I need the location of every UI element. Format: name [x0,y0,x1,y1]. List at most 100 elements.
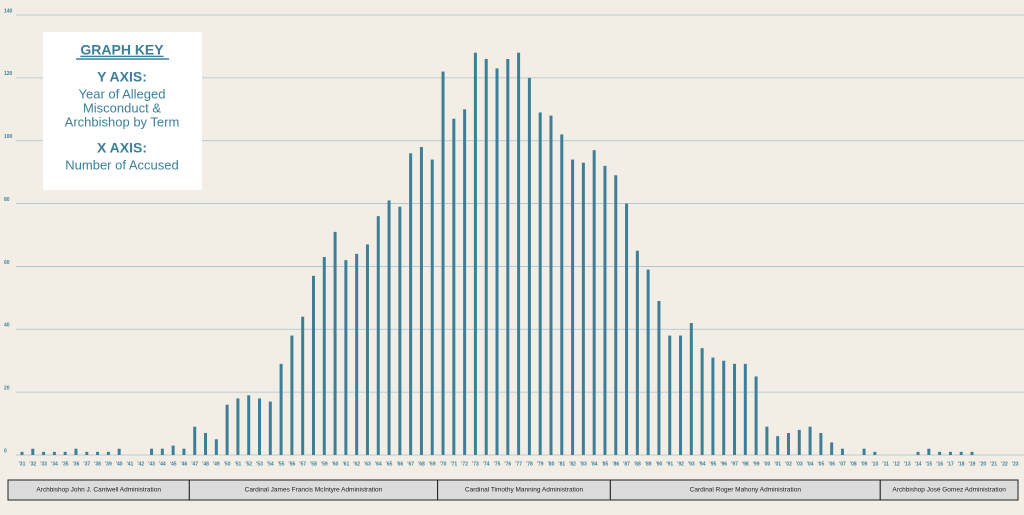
bar [581,162,585,455]
x-tick-label: '99 [753,461,760,467]
x-tick-label: '45 [170,461,177,467]
x-tick-label: '81 [558,461,565,467]
x-tick-label: '03 [796,461,803,467]
x-tick-label: '32 [29,461,36,467]
x-tick-label: '34 [51,461,58,467]
x-tick-label: '38 [94,461,101,467]
bar [916,451,920,455]
bar [409,153,413,456]
y-tick-label: 20 [4,385,10,391]
x-tick-label: '33 [40,461,47,467]
x-tick-label: '56 [289,461,296,467]
bar [938,451,942,455]
administration-label: Cardinal Timothy Manning Administration [465,487,584,494]
x-tick-label: '46 [181,461,188,467]
bar [52,451,56,455]
administration-label: Cardinal Roger Mahony Administration [690,487,802,494]
bar [171,445,175,455]
y-tick-label: 0 [4,448,7,454]
bar [204,433,208,455]
bar [603,165,607,455]
x-tick-label: '14 [915,461,922,467]
key-x-line: Number of Accused [65,157,178,172]
x-tick-label: '22 [1001,461,1008,467]
y-tick-label: 60 [4,260,10,266]
y-tick-label: 80 [4,197,10,203]
bar [689,323,693,455]
bar [20,451,24,455]
x-tick-label: '13 [904,461,911,467]
x-tick-label: '04 [807,461,814,467]
bar [549,115,553,456]
y-tick-label: 100 [4,134,13,140]
bar [808,426,812,455]
bar [635,250,639,455]
bar [290,335,294,455]
x-tick-label: '05 [817,461,824,467]
x-tick-label: '07 [839,461,846,467]
bar [722,360,726,455]
x-tick-label: '40 [116,461,123,467]
bar [473,52,477,455]
bar [646,269,650,455]
bar [247,395,251,455]
bar [948,451,952,455]
x-tick-label: '86 [612,461,619,467]
bar [74,448,78,455]
bar [150,448,154,455]
bar [560,134,564,455]
x-tick-label: '35 [62,461,69,467]
bar [463,109,467,456]
x-tick-label: '59 [321,461,328,467]
bar [268,401,272,455]
bar [193,426,197,455]
bar [117,448,121,455]
x-tick-label: '91 [666,461,673,467]
x-tick-label: '66 [396,461,403,467]
key-y-line: Year of Alleged [79,86,166,101]
bar [765,426,769,455]
bar [538,112,542,455]
bar [236,398,240,455]
bar [484,59,488,455]
x-tick-label: '68 [418,461,425,467]
x-tick-label: '19 [969,461,976,467]
bar [830,442,834,455]
bar [225,404,229,455]
x-tick-label: '09 [861,461,868,467]
x-tick-label: '21 [990,461,997,467]
x-tick-label: '31 [19,461,26,467]
x-tick-label: '20 [979,461,986,467]
x-tick-label: '73 [472,461,479,467]
x-tick-label: '80 [548,461,555,467]
bar [365,244,369,455]
x-tick-label: '11 [882,461,889,467]
graph-key: GRAPH KEY Y AXIS: Year of Alleged Miscon… [43,32,202,190]
bar [160,448,164,455]
bar [333,231,337,455]
x-tick-label: '60 [332,461,339,467]
bar [301,316,305,455]
bar [679,335,683,455]
x-tick-label: '02 [785,461,792,467]
x-tick-label: '17 [947,461,954,467]
x-tick-label: '57 [299,461,306,467]
bar [625,203,629,455]
x-tick-label: '90 [656,461,663,467]
bar [614,175,618,456]
x-tick-label: '49 [213,461,220,467]
x-tick-label: '85 [602,461,609,467]
x-tick-label: '54 [267,461,274,467]
x-tick-label: '47 [191,461,198,467]
x-tick-label: '71 [450,461,457,467]
x-tick-label: '97 [731,461,738,467]
bar [700,348,704,455]
x-tick-label: '36 [73,461,80,467]
x-tick-label: '98 [742,461,749,467]
x-tick-label: '42 [137,461,144,467]
x-tick-label: '75 [494,461,501,467]
bar [96,451,100,455]
x-tick-label: '64 [375,461,382,467]
administration-label: Archbishop John J. Cantwell Administrati… [36,487,161,494]
